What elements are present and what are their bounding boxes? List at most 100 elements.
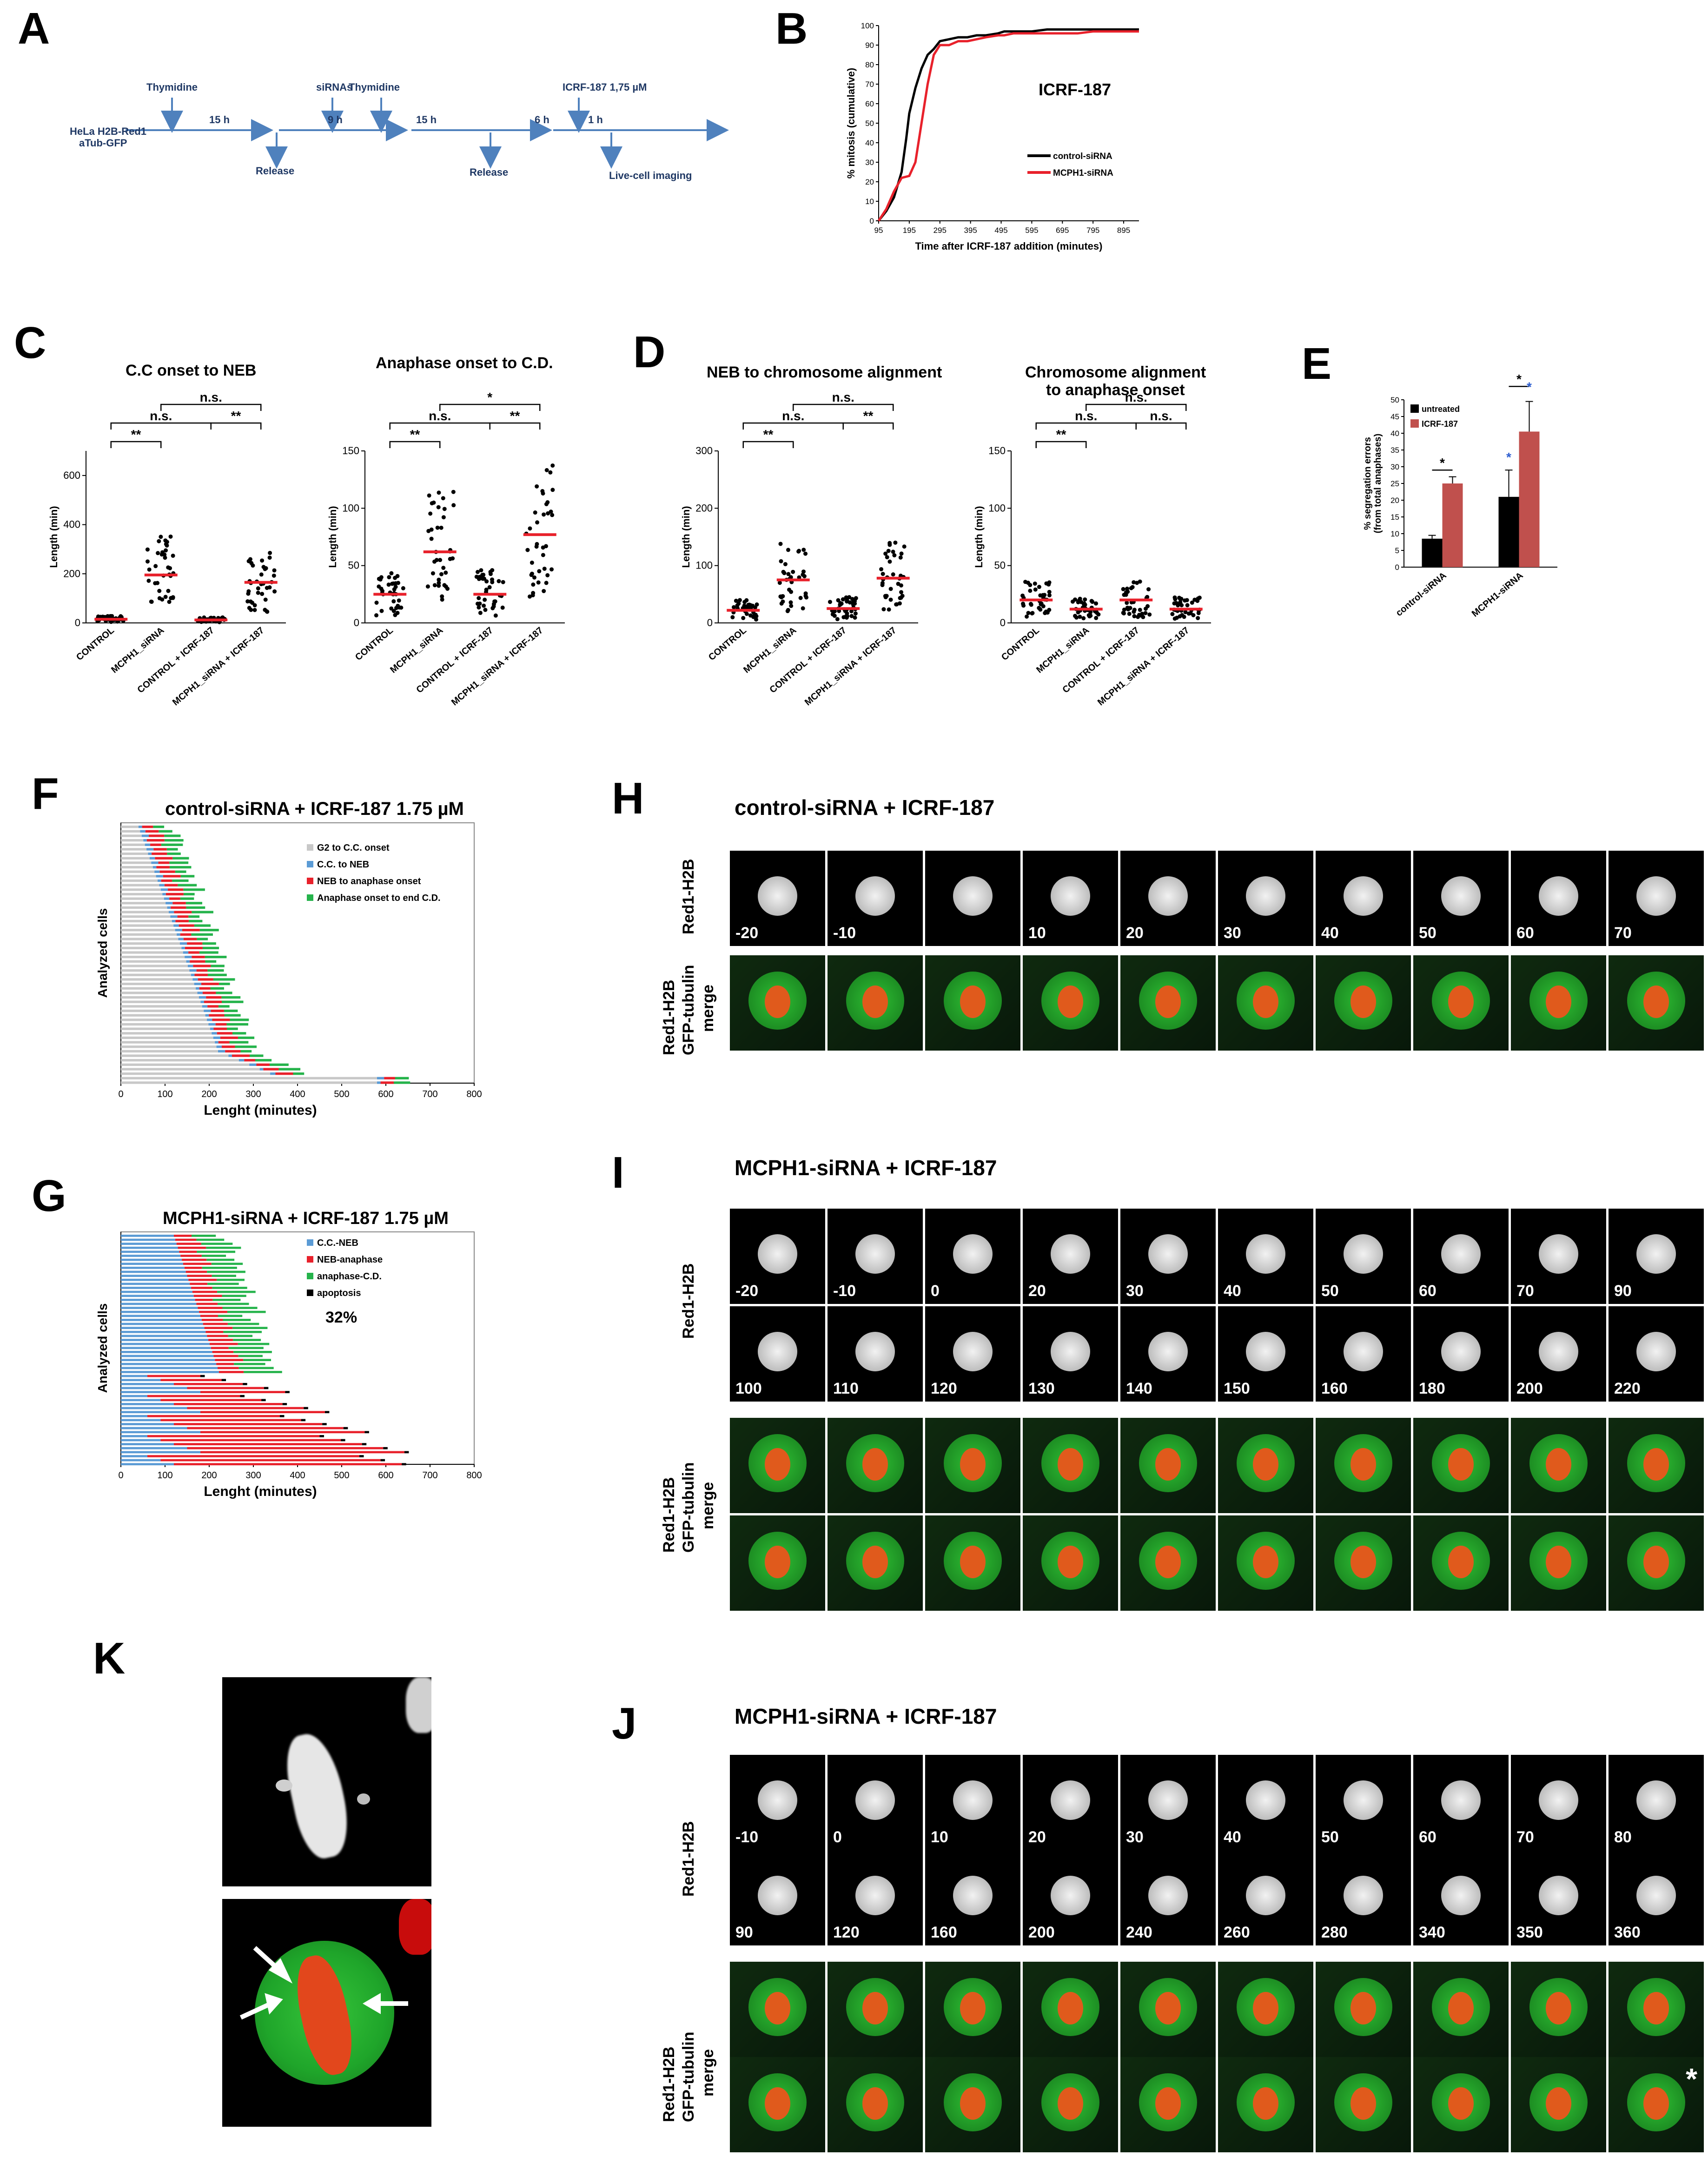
D2-point [1172, 595, 1177, 600]
F-bar-segment [121, 1019, 207, 1021]
C2-point [501, 580, 505, 584]
D2-point [1028, 589, 1033, 593]
F-bar-segment [121, 982, 194, 986]
C2-point [530, 571, 534, 576]
D1-point [788, 600, 793, 605]
C2-sig-label: * [487, 390, 492, 404]
F-bar-segment [143, 839, 147, 842]
D2-ylabel: Length (min) [973, 506, 985, 568]
j-timepoint-label: 60 [1419, 1828, 1437, 1846]
i-timepoint-label: 0 [931, 1282, 940, 1300]
G-bar-segment [282, 1403, 287, 1405]
F-bar-segment [153, 848, 167, 851]
j-tile-r2-c1 [828, 1962, 923, 2057]
G-legend-label: apoptosis [317, 1288, 361, 1298]
C1-point [252, 608, 257, 612]
C2-point [548, 470, 553, 475]
D1-point [786, 572, 791, 576]
G-bar-segment [362, 1443, 367, 1446]
F-bar-segment [210, 987, 224, 990]
D1-point [832, 614, 837, 618]
h-title: control-siRNA + ICRF-187 [735, 795, 995, 820]
F-bar-segment [121, 1032, 212, 1035]
F-bar-segment [145, 843, 151, 846]
j-chromatin [1636, 1780, 1676, 1820]
C2-point [444, 570, 448, 575]
G-bar-segment [240, 1395, 245, 1397]
G-x-tick-label: 600 [378, 1470, 393, 1481]
D2-point [1026, 611, 1031, 615]
C2-point [477, 575, 482, 579]
G-bar-segment [211, 1347, 229, 1349]
F-bar-segment [121, 1000, 201, 1003]
C2-point [377, 576, 381, 581]
D1-point [741, 615, 746, 620]
G-bar-segment [121, 1435, 147, 1437]
G-bar-segment [322, 1423, 327, 1425]
G-bar-segment [121, 1310, 199, 1313]
b-x-tick-label: 395 [964, 226, 977, 235]
C2-y-tick-label: 0 [354, 617, 359, 628]
i-chromatin [1344, 1234, 1383, 1274]
G-bar-segment [202, 1266, 237, 1269]
G-bar-segment [201, 1255, 226, 1257]
C2-point [550, 488, 555, 492]
D1-sig-bracket [742, 441, 794, 448]
j-tile-r0-c6: 50 [1316, 1755, 1411, 1850]
e-y-tick-label: 20 [1390, 496, 1399, 505]
C2-point [429, 536, 434, 541]
i-chromatin [1246, 1234, 1285, 1274]
D2-point [1081, 616, 1086, 621]
j-chromatin [1148, 1780, 1188, 1820]
G-bar-segment [383, 1447, 388, 1449]
G-bar-segment [121, 1379, 161, 1382]
F-bar-segment [211, 1009, 224, 1012]
e-y-tick-label: 5 [1395, 546, 1399, 555]
G-bar-segment [183, 1263, 212, 1265]
e-bar [1442, 483, 1463, 567]
C2-point [479, 568, 483, 573]
C1-point [272, 589, 277, 594]
G-bar-segment [121, 1351, 212, 1353]
G-legend-swatch [307, 1256, 313, 1263]
C1-point [163, 595, 168, 599]
C2-point [533, 510, 537, 515]
j-tile-r0-c2: 10 [925, 1755, 1020, 1850]
D1-point [835, 617, 840, 622]
i-chromatin [1246, 1332, 1285, 1371]
G-bar-segment [121, 1391, 200, 1393]
C1-sig-bracket [210, 422, 262, 430]
b-y-tick-label: 0 [870, 217, 874, 225]
panel-label-e: E [1302, 339, 1332, 389]
k-grey-image [222, 1677, 431, 1886]
i-chromatin [1539, 1332, 1578, 1371]
C2-point [439, 572, 444, 576]
D2-point [1047, 608, 1052, 612]
C2-point [493, 613, 498, 618]
F-bar-segment [121, 1063, 250, 1066]
F-bar-segment [181, 946, 185, 949]
D2-sig-bracket [1035, 441, 1087, 448]
F-bar-segment [205, 1014, 209, 1017]
C2-point [442, 507, 447, 511]
G-bar-segment [217, 1290, 256, 1293]
i-chromatin [960, 1448, 986, 1481]
F-bar-segment [394, 1081, 410, 1084]
b-x-tick-label: 295 [933, 226, 947, 235]
F-bar-segment [238, 1059, 245, 1062]
D2-point [1033, 587, 1038, 592]
F-bar-segment [199, 987, 211, 990]
F-bar-segment [217, 1032, 232, 1035]
i-chromatin [1441, 1234, 1481, 1274]
F-legend-label: Anaphase onset to end C.D. [317, 893, 441, 903]
F-legend-swatch [307, 894, 313, 901]
panel-label-a: A [18, 4, 50, 53]
G-bar-segment [121, 1375, 147, 1377]
C2-y-tick-label: 150 [342, 445, 359, 456]
b-x-tick-label: 895 [1117, 226, 1130, 235]
F-bar-segment [167, 906, 171, 909]
F-bar-segment [221, 1000, 244, 1003]
F-bar-segment [158, 861, 170, 864]
C2-y-tick-label: 50 [348, 560, 359, 571]
G-x-tick-label: 400 [290, 1470, 305, 1481]
